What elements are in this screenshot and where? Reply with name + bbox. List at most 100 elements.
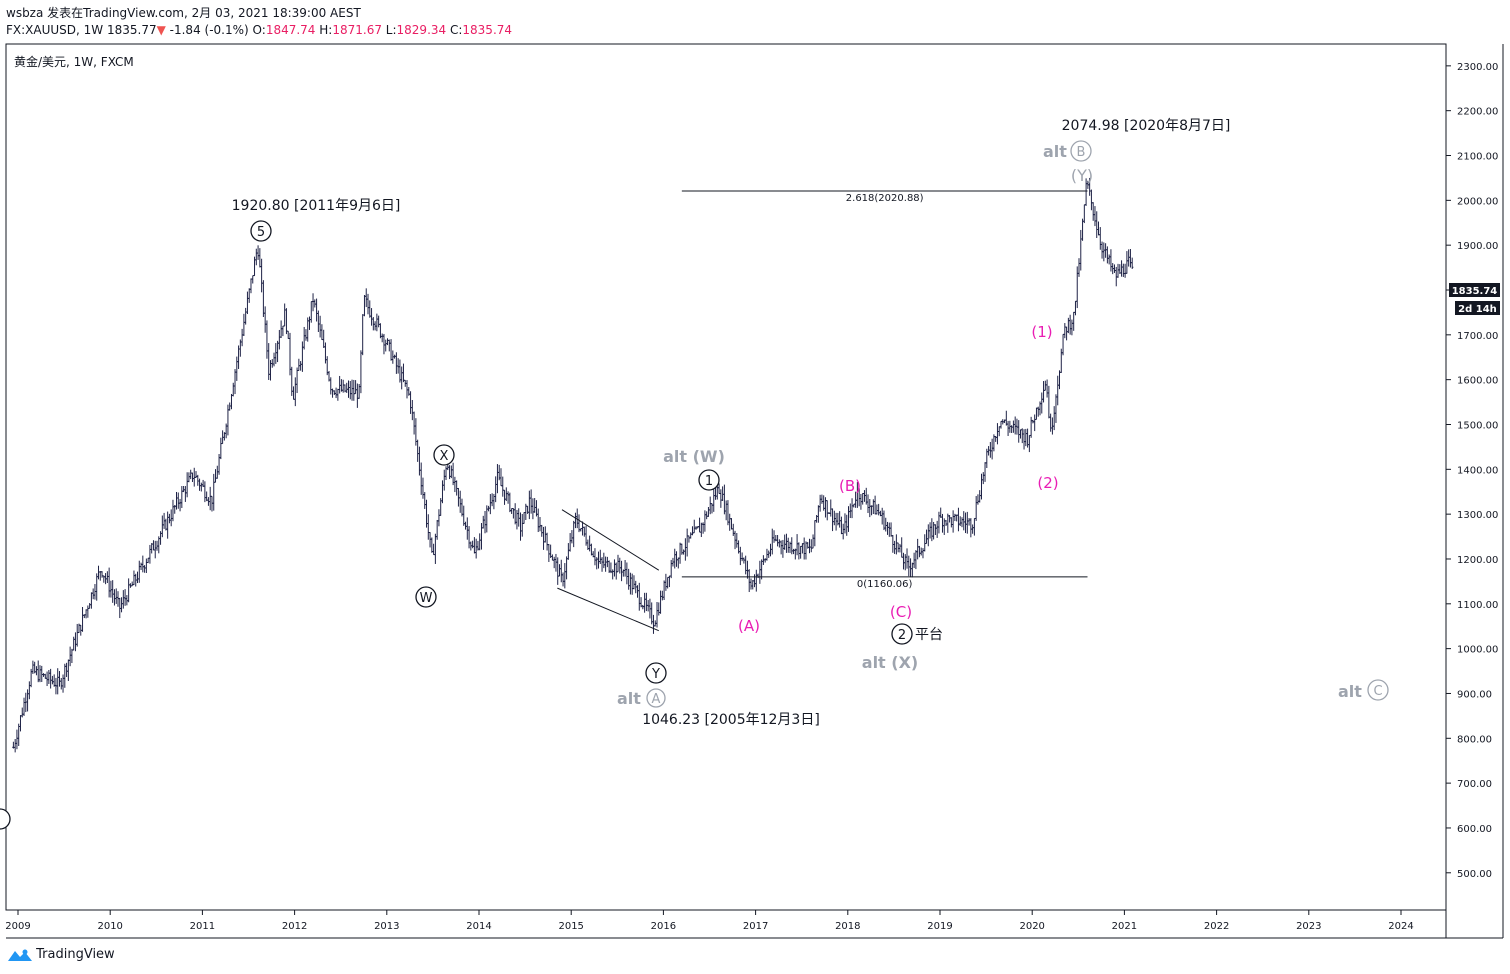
svg-text:5: 5 [257, 225, 265, 240]
x-tick-label: 2010 [97, 921, 122, 932]
alt-X-label: alt (X) [862, 653, 918, 672]
x-tick-label: 2020 [1019, 921, 1044, 932]
minor-B-label: (B) [839, 477, 861, 495]
fib-level-label: 2.618(2020.88) [846, 193, 924, 204]
open-label: O: [252, 23, 266, 37]
y-tick-label: 1400.00 [1457, 465, 1498, 476]
y-tick-label: 1200.00 [1457, 555, 1498, 566]
x-tick-label: 2014 [466, 921, 491, 932]
x-tick-label: 2009 [5, 921, 30, 932]
y-tick-label: 2100.00 [1457, 152, 1498, 163]
y-tick-label: 700.00 [1457, 779, 1492, 790]
open-value: 1847.74 [265, 23, 316, 37]
low-label: L: [385, 23, 397, 37]
x-tick-label: 2015 [558, 921, 583, 932]
peak-2011-label: 1920.80 [2011年9月6日] [232, 198, 401, 214]
alt-W-label: alt (W) [663, 447, 725, 466]
minor-C-label: (C) [890, 603, 912, 621]
low-2015-label: 1046.23 [2005年12月3日] [642, 712, 820, 728]
svg-text:Y: Y [651, 667, 660, 682]
y-tick-label: 2200.00 [1457, 107, 1498, 118]
change-arrow-icon: ▼ [156, 23, 166, 37]
alt-B-label: alt B [1043, 140, 1092, 162]
tradingview-footer[interactable]: TradingView [8, 947, 115, 962]
wave-X-marker: X [433, 444, 455, 466]
wedge-trendline [557, 587, 659, 632]
alt-A-label: alt A [617, 688, 666, 708]
minor-2-label: (2) [1037, 474, 1058, 492]
x-tick-label: 2024 [1388, 921, 1413, 932]
x-tick-label: 2016 [651, 921, 676, 932]
price-axis[interactable]: 500.00 600.00 700.00 800.00 900.00 1000.00 110… [1446, 62, 1498, 880]
alt-Y-label: (Y) [1071, 166, 1093, 185]
flat-label: 平台 [915, 627, 943, 643]
y-tick-label: 1000.00 [1457, 645, 1498, 656]
y-tick-label: 1600.00 [1457, 376, 1498, 387]
publish-header: wsbza 发表在TradingView.com, 2月 03, 2021 18… [6, 5, 512, 39]
wedge-trendline [561, 509, 660, 571]
svg-text:A: A [652, 692, 661, 707]
x-tick-label: 2022 [1204, 921, 1229, 932]
x-tick-label: 2012 [282, 921, 307, 932]
ohlc-line: FX:XAUUSD, 1W 1835.77▼ -1.84 (-0.1%) O:1… [6, 22, 512, 39]
x-tick-label: 2021 [1112, 921, 1137, 932]
svg-text:X: X [440, 449, 449, 464]
y-tick-label: 2300.00 [1457, 62, 1498, 73]
change-value: -1.84 (-0.1%) [169, 23, 249, 37]
svg-text:C: C [1373, 684, 1382, 699]
svg-text:alt: alt [617, 689, 641, 708]
candles [12, 177, 1134, 753]
tradingview-logo-icon [8, 949, 32, 961]
svg-text:alt: alt [1043, 142, 1067, 161]
y-tick-label: 600.00 [1457, 824, 1492, 835]
y-tick-label: 2000.00 [1457, 196, 1498, 207]
high-label: H: [319, 23, 333, 37]
low-value: 1829.34 [396, 23, 447, 37]
alt-C-label: alt C [1338, 679, 1389, 701]
y-tick-label: 1100.00 [1457, 600, 1498, 611]
svg-text:B: B [1077, 145, 1086, 160]
countdown-tag: 2d 14h [1458, 304, 1497, 315]
svg-text:alt: alt [1338, 682, 1362, 701]
publish-info: wsbza 发表在TradingView.com, 2月 03, 2021 18… [6, 6, 361, 20]
peak-2020-label: 2074.98 [2020年8月7日] [1062, 118, 1231, 134]
wave-1-marker: 1 [698, 469, 720, 491]
high-value: 1871.67 [332, 23, 382, 37]
minor-1-label: (1) [1031, 323, 1052, 341]
y-tick-label: 900.00 [1457, 689, 1492, 700]
close-label: C: [449, 23, 463, 37]
offscreen-wave-marker [0, 808, 11, 830]
tradingview-brand: TradingView [36, 947, 115, 962]
wave-W-marker: W [415, 586, 437, 608]
minor-A-label: (A) [738, 617, 760, 635]
last-price-tag-bg [1449, 283, 1500, 297]
wave-5-marker: 5 [250, 220, 272, 242]
y-tick-label: 1500.00 [1457, 420, 1498, 431]
y-tick-label: 800.00 [1457, 734, 1492, 745]
y-tick-label: 1900.00 [1457, 241, 1498, 252]
drawings: 2.618(2020.88) 0(1160.06) [557, 190, 1088, 632]
close-value: 1835.74 [462, 23, 513, 37]
x-tick-label: 2013 [374, 921, 399, 932]
symbol-legend[interactable]: 黄金/美元, 1W, FXCM [14, 55, 134, 69]
svg-text:2: 2 [898, 628, 906, 643]
countdown-tag-bg [1455, 301, 1500, 315]
y-tick-label: 1300.00 [1457, 510, 1498, 521]
x-tick-label: 2011 [190, 921, 215, 932]
time-axis[interactable]: 2009 2010 2011 2012 2013 2014 2015 2016 2017 2018… [5, 910, 1414, 932]
fib-level-label: 0(1160.06) [857, 579, 913, 590]
y-tick-label: 1700.00 [1457, 331, 1498, 342]
svg-text:1: 1 [705, 474, 713, 489]
x-tick-label: 2019 [927, 921, 952, 932]
x-tick-label: 2017 [743, 921, 768, 932]
svg-text:W: W [420, 591, 433, 606]
wave-Y-marker: Y [645, 662, 667, 684]
last-price-tag: 1835.74 [1452, 286, 1498, 297]
wave-2-marker: 2 [891, 623, 913, 645]
x-tick-label: 2018 [835, 921, 860, 932]
x-tick-label: 2023 [1296, 921, 1321, 932]
y-tick-label: 500.00 [1457, 869, 1492, 880]
plot-area[interactable] [5, 43, 1447, 911]
symbol-info: FX:XAUUSD, 1W 1835.77 [6, 23, 157, 37]
